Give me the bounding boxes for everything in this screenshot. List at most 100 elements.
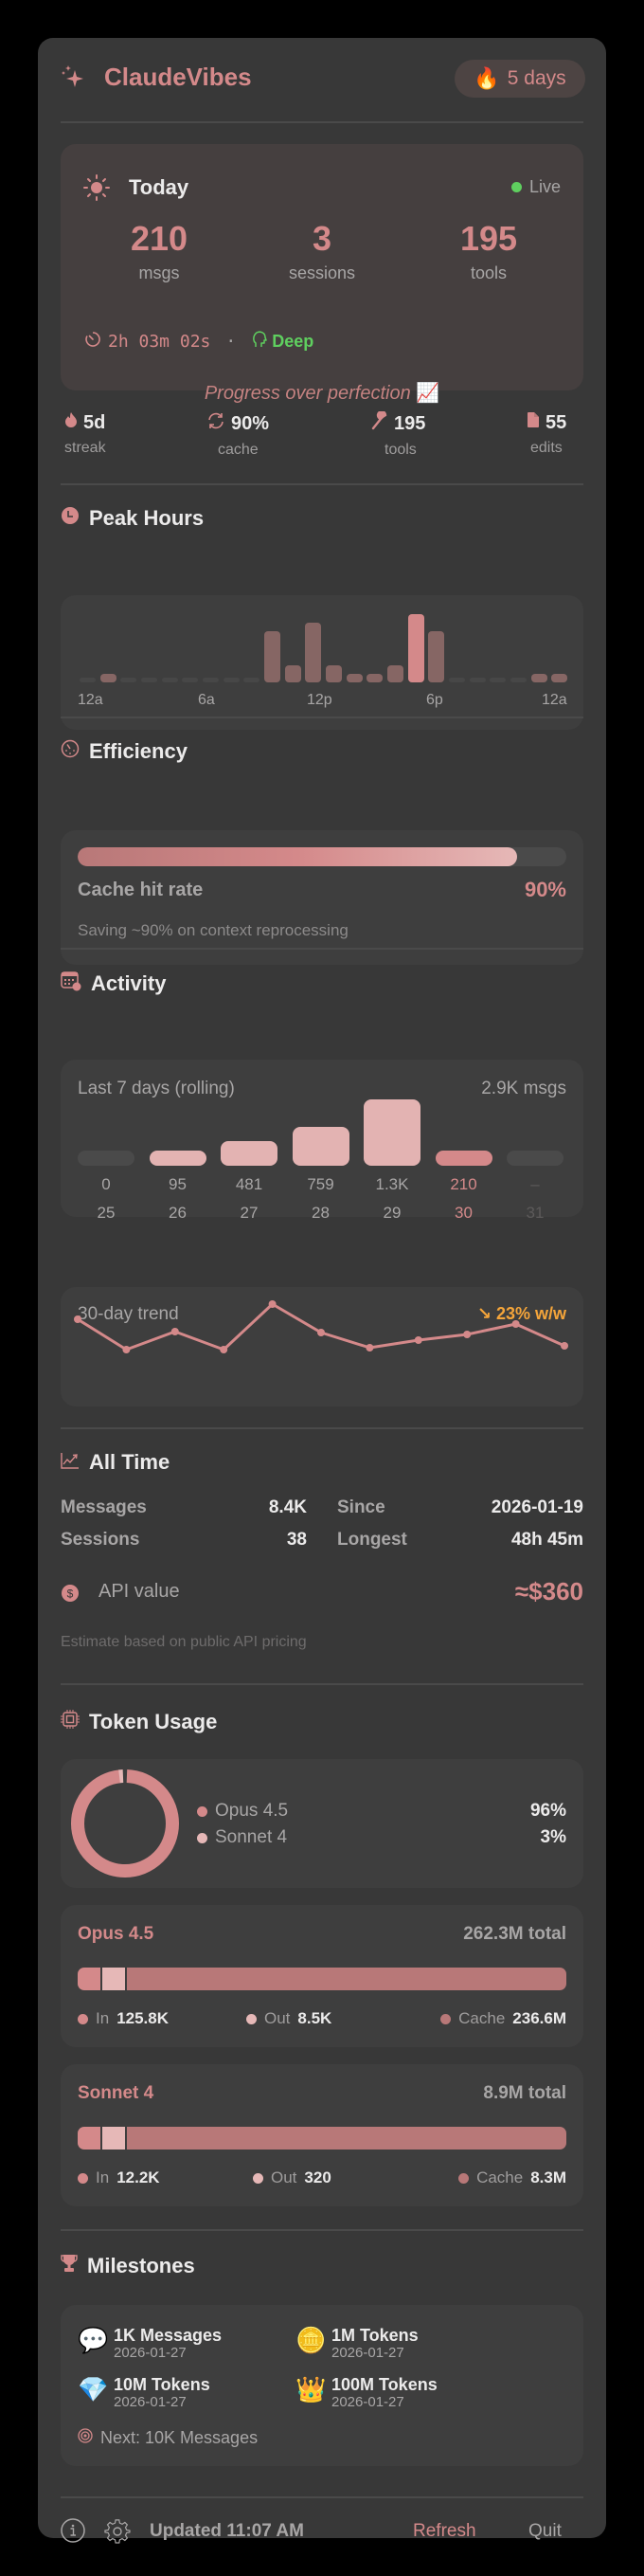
- refresh-button[interactable]: Refresh: [413, 2521, 476, 2541]
- calendar-clock-icon: [61, 971, 81, 997]
- divider: [61, 483, 583, 485]
- hour-bar: [182, 678, 199, 682]
- fire-icon: 🔥: [474, 66, 500, 90]
- hour-bar: [326, 665, 342, 682]
- axis-label: 6a: [198, 692, 215, 708]
- flame-icon: [64, 411, 78, 434]
- timer-icon: [83, 330, 102, 354]
- mini-stat-value: 195: [394, 412, 426, 434]
- hour-bar: [469, 678, 486, 682]
- hour-bar: [305, 623, 322, 682]
- hour-bar: [99, 674, 116, 682]
- input-segment: [78, 2127, 100, 2150]
- milestone-title: 1K Messages: [114, 2326, 223, 2345]
- model-card-opus: Opus 4.5 262.3M total In 125.8K Out 8.5K C…: [61, 1905, 583, 2047]
- live-dot-icon: [510, 182, 522, 192]
- trend-point: [268, 1300, 277, 1308]
- all-time-header: All Time: [61, 1450, 170, 1475]
- streak-badge-label: 5 days: [507, 67, 566, 89]
- milestone-date: 2026-01-27: [114, 2345, 187, 2361]
- duration-value: 2h 03m 02s: [108, 332, 211, 352]
- day-value: 95: [169, 1175, 187, 1193]
- trend-change: ↘ 23% w/w: [476, 1304, 566, 1323]
- stat-label: tools: [470, 263, 508, 282]
- input-segment: [78, 1968, 100, 1990]
- activity-header: Activity: [61, 971, 166, 997]
- mini-stat-label: tools: [385, 442, 417, 458]
- legend-key: In: [96, 2009, 110, 2027]
- info-icon[interactable]: [61, 2518, 85, 2548]
- last-updated-label: Updated 11:07 AM: [150, 2521, 304, 2541]
- hour-bar: [203, 678, 219, 682]
- token-share-card: Opus 4.5 96% Sonnet 4 3%: [61, 1759, 583, 1888]
- model-total: 262.3M total: [463, 1924, 566, 1944]
- quit-button[interactable]: Quit: [528, 2521, 562, 2541]
- trend-line-chart: [74, 1300, 568, 1353]
- motivation-quote: Progress over perfection 📈: [61, 381, 583, 405]
- cache-hit-value: 90%: [524, 878, 566, 901]
- model-total: 8.9M total: [483, 2083, 566, 2103]
- longest-label: Longest: [337, 1530, 407, 1550]
- legend-key: Out: [271, 2168, 297, 2186]
- trend-card: 30-day trend ↘ 23% w/w: [61, 1287, 583, 1406]
- cache-hit-label: Cache hit rate: [78, 880, 204, 900]
- chart-increasing-icon: 📈: [416, 383, 440, 404]
- settings-gear-icon[interactable]: [104, 2518, 131, 2549]
- trend-label: 30-day trend: [78, 1304, 179, 1324]
- divider: [61, 1683, 583, 1685]
- weekly-activity-card: Last 7 days (rolling) 2.9K msgs 0 25 95 26 4…: [61, 1060, 583, 1222]
- hour-bar: [161, 678, 178, 682]
- trend-point: [170, 1328, 179, 1335]
- day-value: –: [530, 1175, 540, 1193]
- trend-point: [317, 1329, 325, 1336]
- dollar-icon: $: [61, 1584, 80, 1607]
- live-indicator: Live: [510, 177, 561, 197]
- day-value: 481: [235, 1175, 263, 1193]
- today-title: Today: [129, 175, 189, 199]
- day-value: 759: [307, 1175, 334, 1193]
- section-title: All Time: [89, 1450, 170, 1474]
- hour-bar: [243, 678, 260, 682]
- efficiency-header: Efficiency: [61, 739, 188, 764]
- refresh-icon: [206, 411, 225, 436]
- today-card: Today Live 210 msgs 3 sessions 195 tools…: [61, 144, 583, 404]
- trend-point: [414, 1336, 422, 1344]
- live-label: Live: [528, 177, 561, 196]
- efficiency-card: Cache hit rate 90% Saving ~90% on contex…: [61, 830, 583, 965]
- peak-hours-bars: [76, 595, 568, 682]
- milestone-date: 2026-01-27: [331, 2345, 404, 2361]
- day-bar: [149, 1151, 206, 1166]
- model-name: Sonnet 4: [78, 2083, 154, 2103]
- day-bar: [221, 1141, 277, 1166]
- cache-progress-fill: [78, 847, 518, 866]
- axis-label: 12a: [78, 692, 103, 708]
- legend-dot-icon: [440, 2013, 452, 2024]
- document-icon: [527, 411, 540, 434]
- sessions-label: Sessions: [61, 1530, 140, 1550]
- legend-key: Out: [264, 2009, 291, 2027]
- legend-key: Cache: [458, 2009, 506, 2027]
- divider: [61, 948, 583, 950]
- trend-point: [74, 1315, 81, 1323]
- streak-badge[interactable]: 🔥 5 days: [455, 60, 585, 98]
- gem-icon: 💎: [78, 2375, 109, 2404]
- legend-label: Sonnet 4: [215, 1827, 288, 1847]
- token-donut-chart: [71, 1769, 179, 1878]
- divider: [61, 2496, 583, 2498]
- legend-out: Out 8.5K: [246, 2009, 331, 2028]
- chip-icon: [61, 1710, 80, 1734]
- section-title: Milestones: [87, 2254, 195, 2277]
- hour-bar: [510, 678, 527, 682]
- stat-label: sessions: [288, 263, 356, 282]
- mini-stat-label: streak: [64, 440, 106, 456]
- model-name: Opus 4.5: [78, 1924, 154, 1944]
- trophy-icon: [61, 2254, 78, 2278]
- day-label: 28: [312, 1204, 330, 1222]
- peak-hours-chart: 12a 6a 12p 6p 12a: [61, 595, 583, 730]
- mini-stat-label: edits: [530, 440, 563, 456]
- day-bar: [364, 1099, 420, 1166]
- cache-segment: [127, 2127, 566, 2150]
- trend-point: [463, 1331, 472, 1338]
- legend-val: 125.8K: [116, 2009, 170, 2027]
- legend-val: 8.3M: [530, 2168, 566, 2186]
